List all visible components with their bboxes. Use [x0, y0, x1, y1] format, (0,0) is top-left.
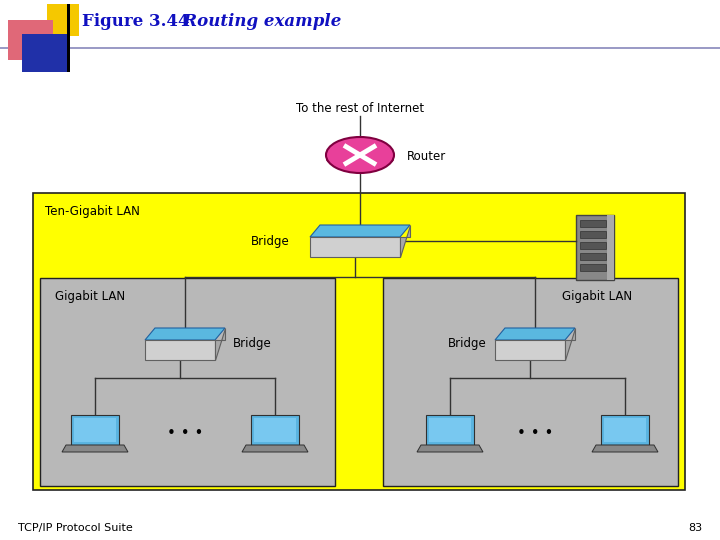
Polygon shape	[565, 328, 575, 360]
Ellipse shape	[326, 149, 394, 169]
Text: • • •: • • •	[517, 426, 553, 441]
Bar	[580, 220, 606, 227]
Bar	[251, 415, 299, 445]
Text: 83: 83	[688, 523, 702, 533]
Ellipse shape	[326, 137, 394, 173]
Bar	[604, 418, 646, 442]
Polygon shape	[310, 225, 410, 237]
Polygon shape	[62, 445, 128, 452]
Polygon shape	[215, 328, 225, 360]
Text: Routing example: Routing example	[166, 14, 341, 30]
Bar	[495, 340, 565, 360]
Bar	[580, 253, 606, 260]
Polygon shape	[417, 445, 483, 452]
Bar	[47, 4, 79, 36]
Polygon shape	[592, 445, 658, 452]
Bar	[254, 418, 296, 442]
Bar	[580, 231, 606, 238]
Bar	[580, 264, 606, 271]
Bar	[601, 415, 649, 445]
Bar	[67, 4, 70, 72]
Bar	[145, 340, 215, 360]
Bar	[310, 237, 400, 257]
Text: Router: Router	[407, 151, 446, 164]
Bar	[74, 418, 116, 442]
Polygon shape	[145, 328, 225, 340]
Bar	[426, 415, 474, 445]
Text: • • •: • • •	[167, 426, 203, 441]
Bar	[429, 418, 471, 442]
Text: Gigabit LAN: Gigabit LAN	[55, 290, 125, 303]
Polygon shape	[242, 445, 308, 452]
Bar	[383, 278, 678, 486]
Bar	[40, 278, 335, 486]
Bar	[71, 415, 119, 445]
Text: Bridge: Bridge	[233, 338, 271, 350]
Bar	[576, 215, 614, 280]
Text: To the rest of Internet: To the rest of Internet	[296, 102, 424, 114]
Bar	[580, 242, 606, 249]
Bar	[8, 20, 53, 60]
Polygon shape	[495, 328, 575, 340]
Text: Bridge: Bridge	[449, 338, 487, 350]
Text: Gigabit LAN: Gigabit LAN	[562, 290, 632, 303]
Text: TCP/IP Protocol Suite: TCP/IP Protocol Suite	[18, 523, 132, 533]
Text: Bridge: Bridge	[251, 234, 290, 247]
Polygon shape	[400, 225, 410, 257]
Bar	[22, 34, 67, 72]
Text: Figure 3.44: Figure 3.44	[82, 14, 189, 30]
Bar	[607, 215, 614, 280]
Bar	[33, 193, 685, 490]
Text: Ten-Gigabit LAN: Ten-Gigabit LAN	[45, 205, 140, 218]
